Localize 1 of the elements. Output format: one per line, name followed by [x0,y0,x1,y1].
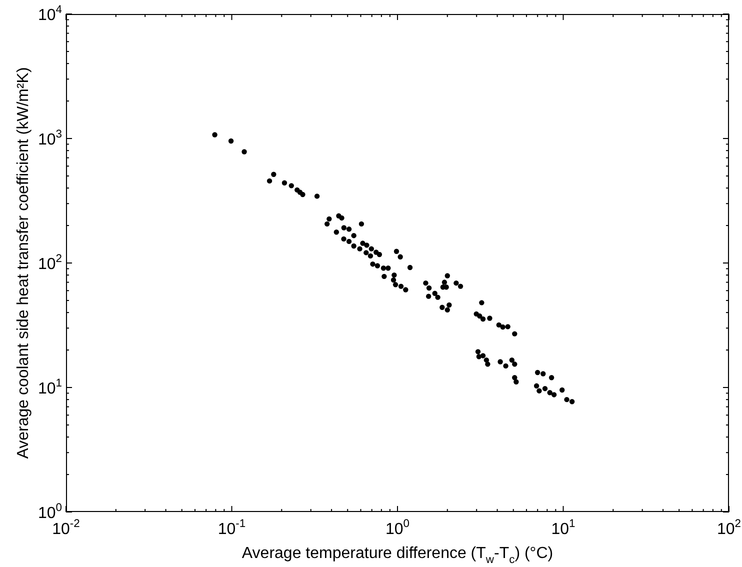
y-axis-title: Average coolant side heat transfer coefficient (kW/m²K) [15,67,32,459]
